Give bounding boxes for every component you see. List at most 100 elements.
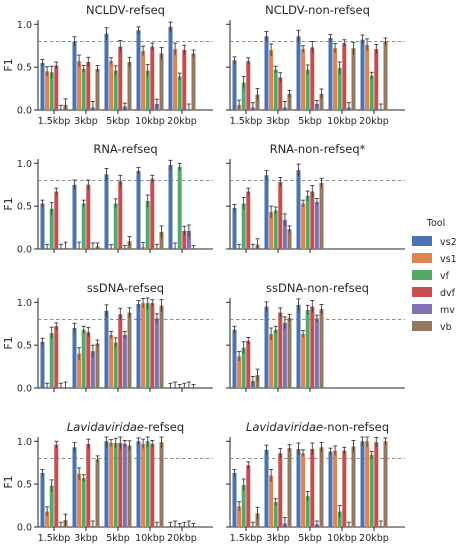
- bar-vs2: [232, 473, 237, 527]
- y-axis-label: F1: [2, 475, 15, 488]
- bar-vb: [159, 231, 164, 249]
- bar-vf: [273, 502, 278, 527]
- bar-vs1: [77, 473, 82, 527]
- bar-vb: [383, 41, 388, 110]
- bar-dvf: [310, 449, 315, 527]
- bar-vs2: [72, 328, 77, 388]
- bar-vb: [351, 48, 356, 110]
- bar-vs2: [136, 30, 141, 111]
- y-axis-label: F1: [2, 197, 15, 210]
- bar-vf: [81, 478, 86, 527]
- bar-mv: [186, 231, 191, 249]
- bar-vs2: [232, 60, 237, 110]
- bar-vs2: [72, 447, 77, 527]
- bar-vs1: [141, 303, 146, 388]
- y-tick-label: 0.5: [17, 341, 32, 352]
- bar-vs1: [301, 49, 306, 110]
- bar-vs1: [237, 356, 242, 388]
- y-tick-label: 0.0: [17, 245, 32, 256]
- bar-dvf: [246, 191, 251, 249]
- bar-vs2: [168, 165, 173, 249]
- bar-dvf: [310, 47, 315, 110]
- bar-vs2: [136, 441, 141, 527]
- y-tick-label: 1.0: [17, 298, 32, 309]
- bar-vf: [305, 496, 310, 527]
- bar-dvf: [182, 231, 187, 249]
- bar-vf: [305, 310, 310, 388]
- bar-dvf: [54, 191, 59, 249]
- bar-dvf: [118, 181, 123, 249]
- bar-vf: [241, 347, 246, 388]
- bar-vs1: [269, 212, 274, 249]
- bar-vf: [145, 441, 150, 527]
- bar-vb: [287, 93, 292, 110]
- bar-vs2: [296, 449, 301, 527]
- panel-title: Lavidaviridae-refseq: [67, 420, 184, 434]
- panel-6: ssDNA-non-refseq: [226, 281, 405, 392]
- legend-label-dvf: dvf: [440, 288, 456, 299]
- panel-title: ssDNA-refseq: [87, 281, 164, 295]
- bar-vs2: [264, 449, 269, 527]
- bar-vs2: [296, 36, 301, 110]
- legend-swatch-dvf: [412, 287, 432, 297]
- bar-vf: [241, 203, 246, 249]
- bar-dvf: [278, 453, 283, 527]
- bar-vf: [145, 303, 150, 388]
- legend-title: Tool: [426, 218, 445, 229]
- bar-vf: [81, 329, 86, 388]
- bar-vf: [177, 76, 182, 110]
- legend-swatch-mv: [412, 304, 432, 314]
- bar-dvf: [150, 443, 155, 527]
- bar-vf: [145, 70, 150, 110]
- panel-title-italic: Lavidaviridae: [67, 420, 144, 434]
- y-tick-label: 1.0: [17, 159, 32, 170]
- x-tick-label: 1.5kbp: [230, 116, 263, 127]
- bar-dvf: [278, 312, 283, 388]
- bar-vb: [319, 93, 324, 110]
- bar-vf: [305, 69, 310, 110]
- bar-vf: [81, 203, 86, 249]
- bar-vf: [49, 333, 54, 388]
- y-axis-label: F1: [2, 58, 15, 71]
- x-tick-label: 1.5kbp: [38, 116, 71, 127]
- bar-vs1: [333, 450, 338, 527]
- bar-dvf: [374, 442, 379, 527]
- bar-vs2: [72, 41, 77, 110]
- bar-vs1: [269, 50, 274, 110]
- y-tick-label: 0.5: [17, 63, 32, 74]
- bar-dvf: [342, 43, 347, 111]
- x-tick-label: 10kbp: [327, 533, 357, 544]
- bar-dvf: [150, 303, 155, 388]
- bar-vf: [273, 210, 278, 249]
- bar-vb: [191, 53, 196, 110]
- legend-swatch-vs1: [412, 253, 432, 263]
- bar-vs2: [328, 451, 333, 527]
- panel-title: Lavidaviridae-non-refseq: [246, 420, 389, 434]
- bar-vs2: [136, 304, 141, 388]
- bar-dvf: [118, 46, 123, 110]
- bar-mv: [314, 318, 319, 388]
- x-tick-label: 5kbp: [106, 116, 130, 127]
- y-tick-label: 0.0: [17, 384, 32, 395]
- x-tick-label: 3kbp: [266, 116, 290, 127]
- y-axis-label: F1: [2, 336, 15, 349]
- panel-title-suffix: -refseq: [144, 420, 184, 434]
- bar-vf: [369, 455, 374, 527]
- bar-mv: [282, 322, 287, 388]
- bar-dvf: [310, 306, 315, 388]
- bar-dvf: [150, 178, 155, 249]
- x-tick-label: 5kbp: [106, 533, 130, 544]
- bar-vs1: [365, 44, 370, 110]
- bar-vs2: [40, 62, 45, 110]
- bar-vb: [255, 94, 260, 110]
- bar-vs2: [136, 171, 141, 249]
- bar-vb: [255, 513, 260, 527]
- y-tick-label: 0.0: [17, 523, 32, 534]
- panel-4: RNA-non-refseq*: [226, 142, 405, 253]
- bar-dvf: [246, 465, 251, 527]
- legend-label-vf: vf: [440, 271, 450, 282]
- bar-mv: [314, 201, 319, 249]
- x-tick-label: 5kbp: [298, 533, 322, 544]
- bar-vs2: [264, 36, 269, 110]
- bar-dvf: [246, 61, 251, 110]
